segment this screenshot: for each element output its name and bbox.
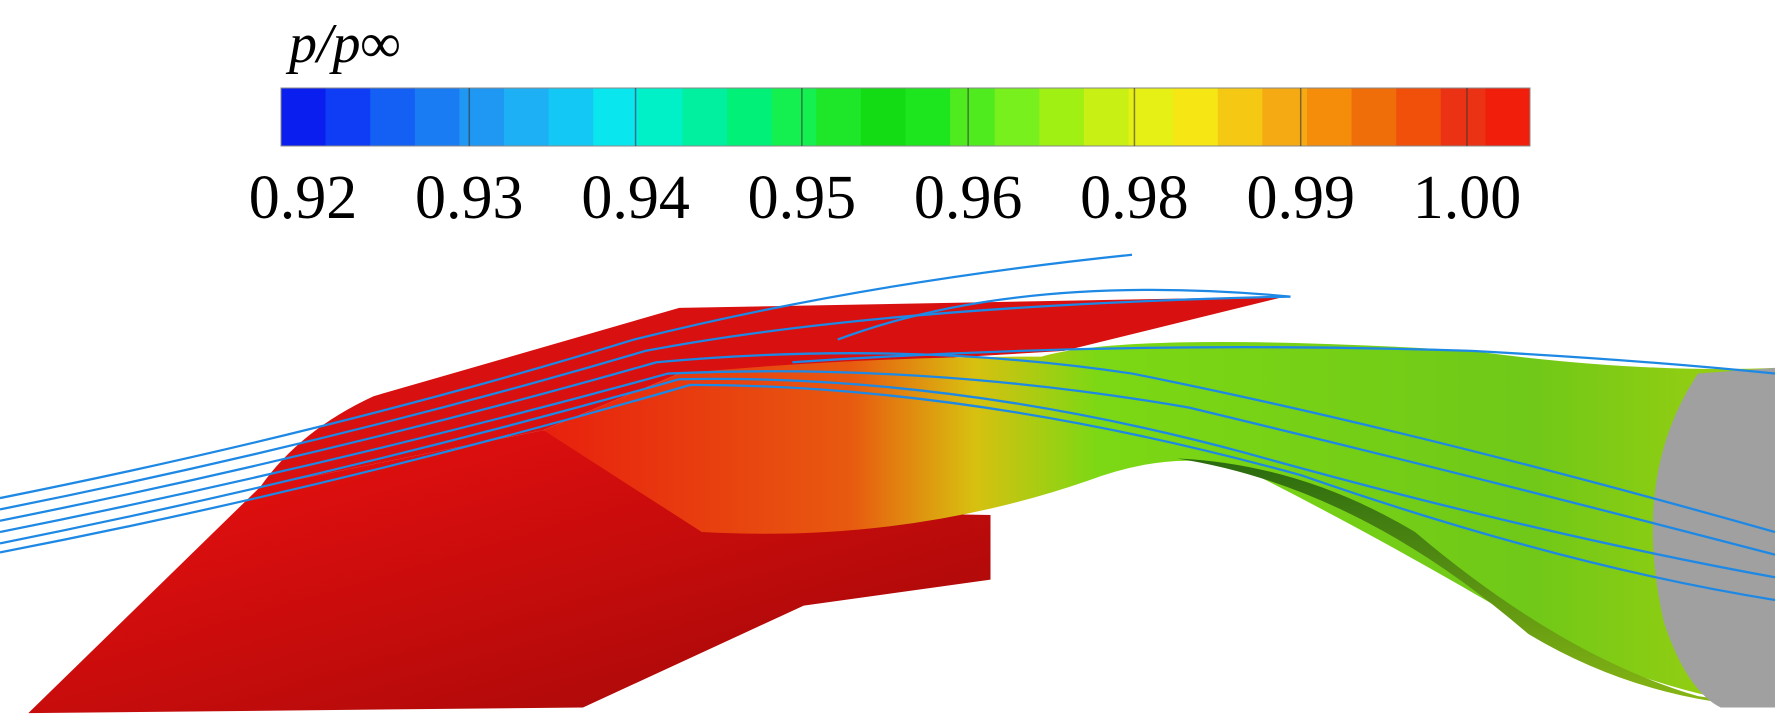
colorbar-tick-label: 0.99: [1246, 164, 1355, 232]
colorbar-segment: [593, 88, 639, 146]
colorbar-segment: [548, 88, 594, 146]
colorbar-segment: [994, 88, 1040, 146]
colorbar-segment: [950, 88, 996, 146]
colorbar-segment: [816, 88, 862, 146]
colorbar-segment: [281, 88, 327, 146]
colorbar-segment: [771, 88, 817, 146]
colorbar-segment: [325, 88, 371, 146]
colorbar-segment: [1262, 88, 1308, 146]
red-ramp-top: [28, 296, 1285, 714]
colorbar-tick-label: 0.95: [748, 164, 857, 232]
colorbar-segment: [682, 88, 728, 146]
colorbar: [280, 87, 1531, 147]
colorbar-segment: [1083, 88, 1130, 146]
colorbar-segment: [1173, 88, 1219, 146]
streamlines: [0, 253, 1775, 602]
colorbar-segment: [1485, 88, 1531, 146]
colorbar-segment: [905, 88, 951, 146]
colorbar-tick-label: 0.96: [914, 164, 1023, 232]
colorbar-segment: [1396, 88, 1442, 146]
colorbar-segment: [1039, 88, 1085, 146]
cfd-render: [0, 253, 1775, 714]
colorbar-tick-label: 0.92: [249, 164, 358, 232]
colorbar-segment: [1306, 88, 1353, 146]
colorbar-ticks: 0.92 0.93 0.94 0.95 0.96 0.98 0.99 1.00: [249, 88, 1522, 232]
colorbar-segment: [504, 88, 550, 146]
colorbar-segment: [637, 88, 683, 146]
colorbar-tick-label: 0.93: [415, 164, 524, 232]
duct: [543, 341, 1775, 708]
colorbar-segment: [1217, 88, 1263, 146]
colorbar-segment: [1128, 88, 1174, 146]
colorbar-title: p/p∞: [285, 13, 400, 75]
colorbar-frame: [280, 87, 1531, 147]
colorbar-segment: [1440, 88, 1486, 146]
duct-underside: [1177, 458, 1775, 708]
red-ramp: [28, 430, 991, 714]
colorbar-segment: [860, 88, 906, 146]
colorbar-segment: [727, 88, 773, 146]
colorbar-segment: [414, 88, 460, 146]
colorbar-tick-label: 1.00: [1413, 164, 1522, 232]
colorbar-segment: [1351, 88, 1397, 146]
colorbar-segment: [459, 88, 505, 146]
colorbar-tick-label: 0.98: [1080, 164, 1189, 232]
colorbar-tick-label: 0.94: [581, 164, 690, 232]
colorbar-segment: [370, 88, 416, 146]
